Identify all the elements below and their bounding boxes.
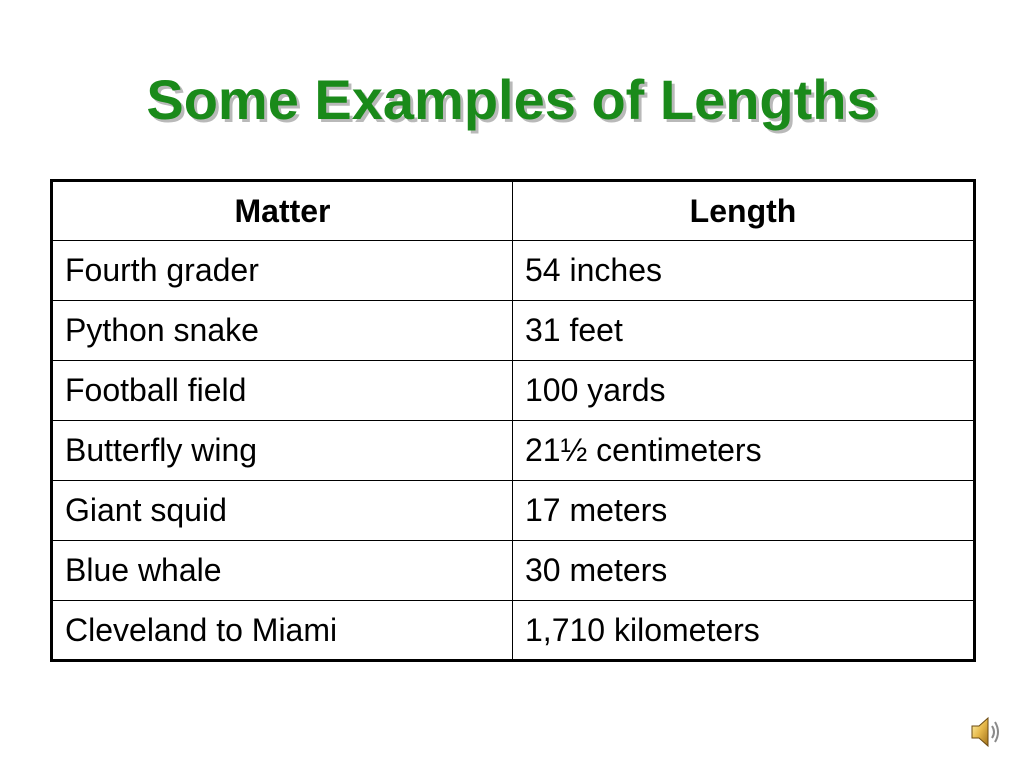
length-cell: 1,710 kilometers <box>512 600 975 661</box>
matter-cell: Cleveland to Miami <box>51 600 513 661</box>
matter-cell: Giant squid <box>51 480 513 541</box>
header-length: Length <box>512 180 975 241</box>
table-row: Python snake 31 feet <box>51 300 975 361</box>
matter-cell: Butterfly wing <box>51 420 513 481</box>
length-cell: 100 yards <box>512 360 975 421</box>
matter-cell: Blue whale <box>51 540 513 601</box>
length-cell: 17 meters <box>512 480 975 541</box>
lengths-table: Matter Length Fourth grader 54 inches Py… <box>50 179 976 662</box>
length-cell: 21½ centimeters <box>512 420 975 481</box>
table-row: Cleveland to Miami 1,710 kilometers <box>51 600 975 661</box>
matter-cell: Fourth grader <box>51 240 513 301</box>
table-row: Blue whale 30 meters <box>51 540 975 601</box>
matter-cell: Football field <box>51 360 513 421</box>
matter-cell: Python snake <box>51 300 513 361</box>
table-row: Butterfly wing 21½ centimeters <box>51 420 975 481</box>
speaker-icon[interactable] <box>970 712 1004 752</box>
length-cell: 31 feet <box>512 300 975 361</box>
table-row: Football field 100 yards <box>51 360 975 421</box>
length-cell: 30 meters <box>512 540 975 601</box>
table-row: Fourth grader 54 inches <box>51 240 975 301</box>
header-matter: Matter <box>51 180 513 241</box>
table-header-row: Matter Length <box>51 180 975 241</box>
length-cell: 54 inches <box>512 240 975 301</box>
slide-title: Some Examples of Lengths <box>146 68 878 131</box>
table-row: Giant squid 17 meters <box>51 480 975 541</box>
